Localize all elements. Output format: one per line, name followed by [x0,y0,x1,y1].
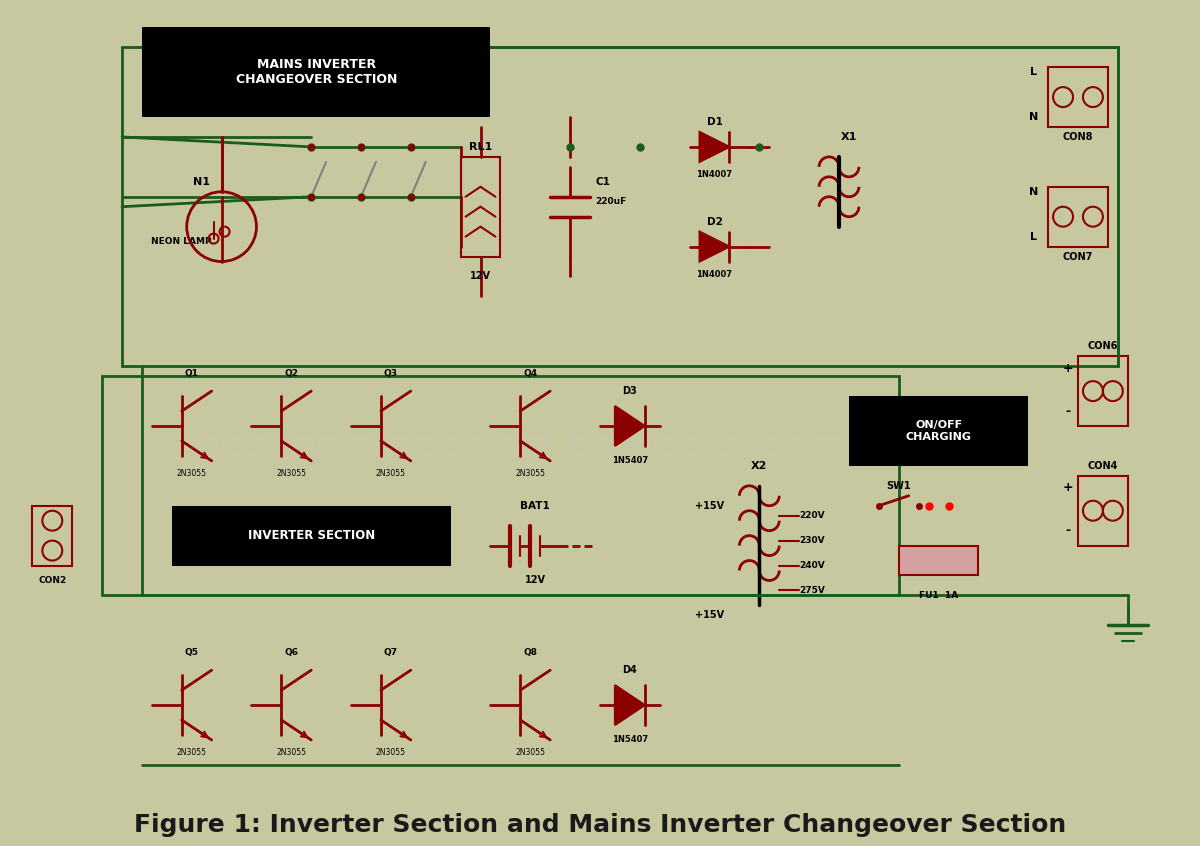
FancyBboxPatch shape [848,396,1028,466]
Text: N: N [1028,187,1038,197]
Text: Q8: Q8 [523,648,538,657]
Text: 230V: 230V [799,536,824,545]
Text: -: - [1066,525,1070,537]
Text: 1N5407: 1N5407 [612,735,648,744]
Text: C1: C1 [595,177,610,187]
Text: Q3: Q3 [384,369,398,378]
Text: L: L [1030,67,1037,77]
Bar [102,376,899,596]
Text: 1N4007: 1N4007 [696,270,732,279]
Text: D4: D4 [623,665,637,675]
Text: 240V: 240V [799,561,824,570]
Text: CON6: CON6 [1087,341,1118,351]
Text: +15V: +15V [695,610,724,620]
Text: 2N3055: 2N3055 [176,469,206,478]
Text: CON8: CON8 [1063,132,1093,142]
Text: BAT1: BAT1 [521,501,550,511]
Text: D3: D3 [623,386,637,396]
Text: X1: X1 [841,132,857,142]
Bar [461,157,500,256]
Text: 1N5407: 1N5407 [612,456,648,465]
Text: 2N3055: 2N3055 [276,748,306,757]
Text: +15V: +15V [695,501,724,511]
Text: 220V: 220V [799,511,824,520]
Text: Q4: Q4 [523,369,538,378]
Polygon shape [700,232,730,261]
FancyBboxPatch shape [172,506,451,565]
Text: 220uF: 220uF [595,197,626,206]
Text: X2: X2 [751,461,768,471]
Text: INVERTER SECTION: INVERTER SECTION [247,529,374,542]
Text: Q5: Q5 [185,648,199,657]
Bar [1078,356,1128,426]
Text: Q7: Q7 [384,648,398,657]
Text: N1: N1 [193,177,210,187]
Text: 12V: 12V [470,272,491,282]
Bar [899,546,978,575]
Text: 2N3055: 2N3055 [515,748,545,757]
FancyBboxPatch shape [142,27,491,117]
Text: 2N3055: 2N3055 [515,469,545,478]
Text: CON7: CON7 [1063,251,1093,261]
Polygon shape [614,406,644,446]
Bar [1048,67,1108,127]
Text: 2N3055: 2N3055 [376,748,406,757]
Text: ON/OFF
CHARGING: ON/OFF CHARGING [906,420,972,442]
Text: 2N3055: 2N3055 [276,469,306,478]
Text: L: L [1030,232,1037,242]
Text: FU1  1A: FU1 1A [919,591,959,600]
Text: +: + [1063,362,1073,375]
Text: D2: D2 [707,217,722,227]
Text: 12V: 12V [524,575,546,585]
Text: 275V: 275V [799,586,826,595]
Text: Q1: Q1 [185,369,199,378]
Bar [32,506,72,565]
Text: 1N4007: 1N4007 [696,170,732,179]
Text: CON4: CON4 [1087,461,1118,471]
Polygon shape [700,132,730,162]
Polygon shape [614,685,644,725]
Bar [122,47,1118,366]
Bar [1078,475,1128,546]
Text: 2N3055: 2N3055 [376,469,406,478]
Text: bestengineering projects.com: bestengineering projects.com [192,427,848,465]
Text: Figure 1: Inverter Section and Mains Inverter Changeover Section: Figure 1: Inverter Section and Mains Inv… [134,813,1066,837]
Text: Q2: Q2 [284,369,299,378]
Bar [1048,187,1108,246]
Text: 2N3055: 2N3055 [176,748,206,757]
Text: +: + [1063,481,1073,494]
Text: CON2: CON2 [38,576,66,585]
Text: D1: D1 [707,117,722,127]
Text: Q6: Q6 [284,648,299,657]
Text: N: N [1028,112,1038,122]
Text: RL1: RL1 [469,142,492,152]
Text: NEON LAMP: NEON LAMP [151,237,212,246]
Text: MAINS INVERTER
CHANGEOVER SECTION: MAINS INVERTER CHANGEOVER SECTION [235,58,397,86]
Text: -: - [1066,404,1070,418]
Text: SW1: SW1 [887,481,911,491]
